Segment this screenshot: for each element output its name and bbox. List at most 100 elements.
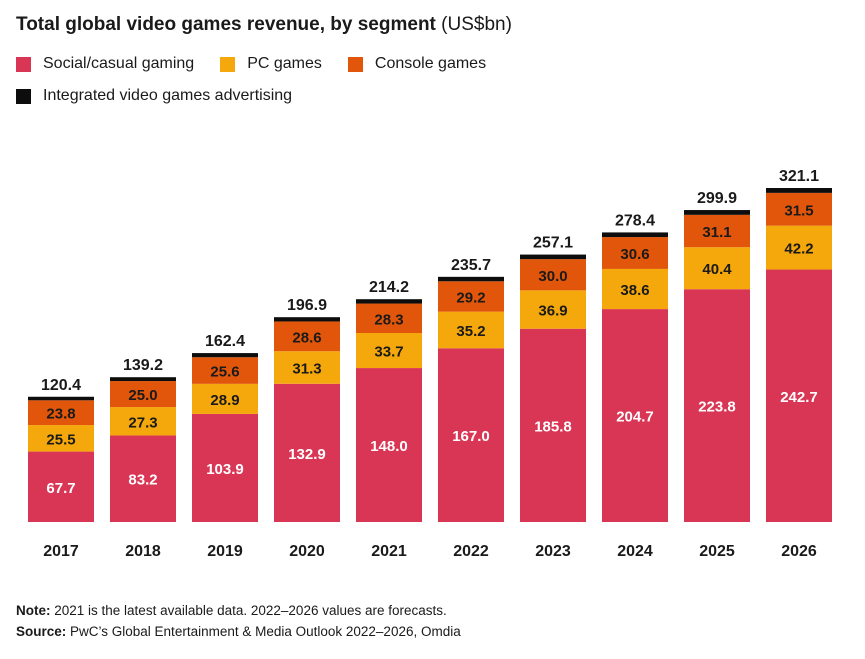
value-label-social-2020: 132.9 (288, 446, 326, 463)
total-label-2018: 139.2 (123, 357, 163, 374)
bar-social-2025 (684, 289, 750, 522)
value-label-console-2025: 31.1 (702, 224, 731, 241)
bar-social-2018 (110, 435, 176, 522)
value-label-pc-2024: 38.6 (620, 282, 649, 299)
total-label-2024: 278.4 (615, 212, 655, 229)
bar-pc-2018 (110, 407, 176, 436)
bar-social-2026 (766, 269, 832, 522)
bar-advertising-2022 (438, 276, 504, 282)
bar-social-2024 (602, 309, 668, 522)
x-tick-label-2020: 2020 (289, 543, 325, 560)
total-label-2021: 214.2 (369, 279, 409, 296)
bar-social-2022 (438, 348, 504, 522)
total-label-2017: 120.4 (41, 377, 81, 394)
bar-console-2017 (28, 400, 94, 426)
x-tick-label-2017: 2017 (43, 543, 79, 560)
legend-item-advertising: Integrated video games advertising (16, 87, 292, 105)
bar-console-2024 (602, 237, 668, 269)
legend-swatch-console (347, 56, 363, 72)
chart-title-unit: (US$bn) (441, 14, 512, 35)
value-label-pc-2022: 35.2 (456, 323, 485, 340)
value-label-pc-2020: 31.3 (292, 360, 321, 377)
bar-advertising-2019 (192, 353, 258, 358)
bar-console-2026 (766, 192, 832, 226)
legend-label-console: Console games (374, 55, 487, 72)
value-label-console-2019: 25.6 (210, 364, 239, 381)
x-tick-label-2024: 2024 (617, 543, 653, 560)
value-label-social-2022: 167.0 (452, 428, 490, 445)
bar-social-2020 (274, 383, 340, 522)
bar-social-2019 (192, 413, 258, 522)
bar-advertising-2021 (356, 299, 422, 304)
bar-pc-2019 (192, 383, 258, 414)
total-label-2023: 257.1 (533, 235, 573, 252)
total-label-2019: 162.4 (205, 333, 245, 350)
bar-social-2023 (520, 328, 586, 522)
value-label-social-2026: 242.7 (780, 389, 818, 406)
legend-row-1: Social/casual gaming PC games Console ga… (16, 55, 486, 73)
value-label-social-2025: 223.8 (698, 399, 736, 416)
total-label-2022: 235.7 (451, 257, 491, 274)
chart-title: Total global video games revenue, by seg… (16, 14, 512, 36)
bar-pc-2021 (356, 333, 422, 369)
legend-swatch-pc (220, 56, 236, 72)
bar-social-2017 (28, 451, 94, 522)
value-label-console-2023: 30.0 (538, 268, 567, 285)
bar-console-2020 (274, 321, 340, 352)
legend-swatch-advertising (16, 88, 31, 104)
value-label-social-2024: 204.7 (616, 409, 654, 426)
source-label: Source: (16, 624, 67, 639)
value-label-console-2026: 31.5 (784, 202, 813, 219)
bar-pc-2020 (274, 351, 340, 384)
value-label-console-2022: 29.2 (456, 289, 485, 306)
bar-console-2021 (356, 303, 422, 334)
bar-console-2022 (438, 281, 504, 312)
bar-advertising-2017 (28, 396, 94, 401)
bar-console-2025 (684, 214, 750, 248)
legend-swatch-social (16, 56, 31, 72)
value-label-social-2017: 67.7 (46, 480, 75, 497)
legend-item-console: Console games (347, 55, 487, 73)
bar-pc-2022 (438, 311, 504, 349)
x-tick-label-2025: 2025 (699, 543, 735, 560)
bar-advertising-2024 (602, 232, 668, 238)
legend-label-social: Social/casual gaming (43, 55, 195, 72)
legend-row-2: Integrated video games advertising (16, 87, 292, 105)
total-label-2025: 299.9 (697, 190, 737, 207)
bar-console-2018 (110, 381, 176, 408)
bar-advertising-2018 (110, 377, 176, 382)
note-label: Note: (16, 603, 51, 618)
bar-social-2021 (356, 368, 422, 522)
value-label-console-2021: 28.3 (374, 311, 403, 328)
bar-pc-2026 (766, 225, 832, 270)
x-tick-label-2026: 2026 (781, 543, 817, 560)
value-label-social-2023: 185.8 (534, 418, 572, 435)
bar-pc-2023 (520, 290, 586, 329)
chart-title-text: Total global video games revenue, by seg… (16, 14, 436, 35)
value-label-pc-2025: 40.4 (702, 261, 732, 278)
source-line: Source: PwC’s Global Entertainment & Med… (16, 624, 461, 639)
x-tick-label-2018: 2018 (125, 543, 161, 560)
value-label-pc-2023: 36.9 (538, 303, 567, 320)
x-tick-label-2021: 2021 (371, 543, 407, 560)
legend-item-pc: PC games (220, 55, 322, 73)
bar-pc-2017 (28, 425, 94, 452)
legend-label-pc: PC games (247, 55, 322, 72)
value-label-console-2020: 28.6 (292, 329, 321, 346)
x-tick-label-2022: 2022 (453, 543, 489, 560)
value-label-pc-2021: 33.7 (374, 344, 403, 361)
bar-console-2023 (520, 259, 586, 291)
value-label-console-2024: 30.6 (620, 246, 649, 263)
total-label-2020: 196.9 (287, 297, 327, 314)
bar-advertising-2023 (520, 254, 586, 260)
bar-advertising-2020 (274, 317, 340, 322)
value-label-pc-2026: 42.2 (784, 241, 813, 258)
value-label-console-2017: 23.8 (46, 406, 75, 423)
value-label-pc-2018: 27.3 (128, 414, 157, 431)
bar-console-2019 (192, 357, 258, 384)
bar-advertising-2026 (766, 188, 832, 193)
value-label-social-2021: 148.0 (370, 438, 408, 455)
value-label-pc-2019: 28.9 (210, 392, 239, 409)
value-label-console-2018: 25.0 (128, 387, 157, 404)
